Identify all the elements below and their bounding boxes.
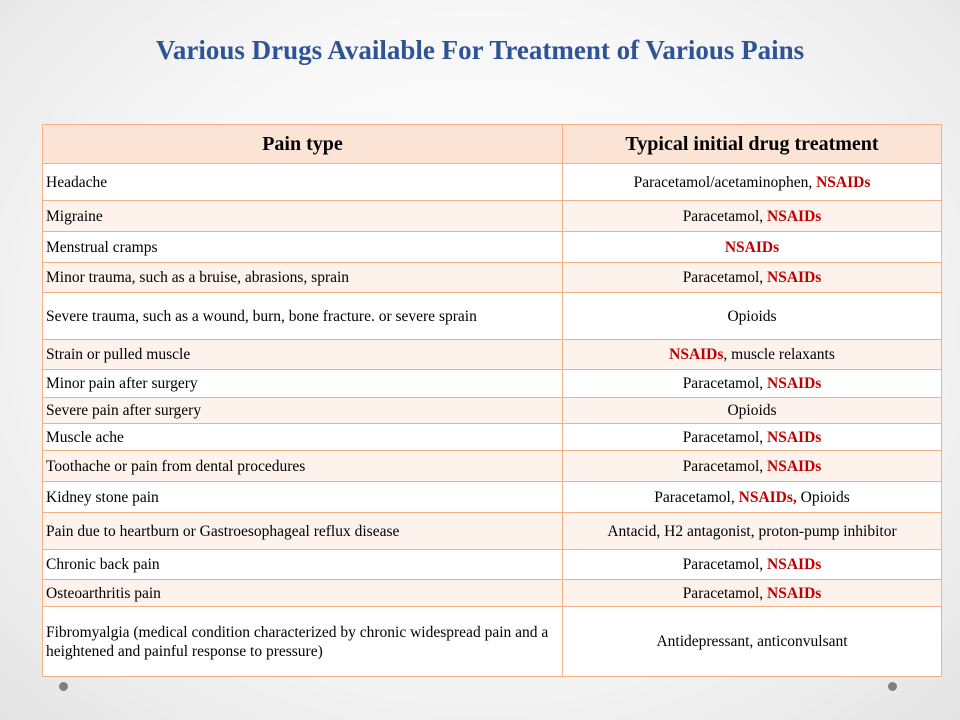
- highlighted-drug-text: NSAIDs: [767, 428, 822, 446]
- drug-treatment-cell: Paracetamol, NSAIDs: [562, 200, 942, 232]
- header-drug-treatment: Typical initial drug treatment: [562, 124, 942, 164]
- table-row: Headache Paracetamol/acetaminophen, NSAID…: [42, 163, 942, 201]
- drug-treatment-cell: Paracetamol, NSAIDs: [562, 579, 942, 607]
- table-row: Pain due to heartburn or Gastroesophagea…: [42, 512, 942, 550]
- drug-treatment-cell: Paracetamol, NSAIDs: [562, 450, 942, 482]
- drug-text: Opioids: [727, 307, 777, 325]
- pain-type-cell: Menstrual cramps: [42, 231, 563, 263]
- drug-text: Paracetamol/acetaminophen,: [633, 173, 817, 191]
- drug-text: , muscle relaxants: [723, 346, 835, 363]
- drug-table: Pain type Typical initial drug treatment…: [42, 124, 942, 677]
- drug-treatment-cell: Paracetamol, NSAIDs: [562, 423, 942, 451]
- highlighted-drug-text: NSAIDs: [669, 346, 724, 363]
- table-row: Severe pain after surgery Opioids: [42, 397, 942, 424]
- table-row: Kidney stone pain Paracetamol, NSAIDs, Op…: [42, 481, 942, 513]
- drug-treatment-cell: Paracetamol, NSAIDs: [562, 262, 942, 293]
- drug-text: Paracetamol,: [682, 269, 768, 286]
- pain-type-cell: Strain or pulled muscle: [42, 339, 563, 370]
- table-row: Fibromyalgia (medical condition characte…: [42, 606, 942, 677]
- table-row: Migraine Paracetamol, NSAIDs: [42, 200, 942, 232]
- pain-type-cell: Pain due to heartburn or Gastroesophagea…: [42, 512, 563, 550]
- table-row: Toothache or pain from dental procedures…: [42, 450, 942, 482]
- drug-text: Paracetamol,: [682, 375, 768, 392]
- drug-treatment-cell: Paracetamol, NSAIDs: [562, 549, 942, 580]
- pain-type-cell: Headache: [42, 163, 563, 201]
- slide-bullet-dot-right: [888, 682, 897, 691]
- table-body: Headache Paracetamol/acetaminophen, NSAID…: [42, 163, 942, 677]
- pain-type-cell: Osteoarthritis pain: [42, 579, 563, 607]
- drug-treatment-cell: NSAIDs, muscle relaxants: [562, 339, 942, 370]
- drug-text: Paracetamol,: [682, 207, 768, 225]
- drug-treatment-cell: Paracetamol, NSAIDs: [562, 369, 942, 398]
- pain-type-cell: Minor trauma, such as a bruise, abrasion…: [42, 262, 563, 293]
- table-row: Strain or pulled muscle NSAIDs, muscle re…: [42, 339, 942, 370]
- drug-text: Paracetamol,: [682, 584, 768, 602]
- drug-text: Paracetamol,: [682, 457, 768, 475]
- drug-treatment-cell: Opioids: [562, 397, 942, 424]
- drug-text: Antacid, H2 antagonist, proton-pump inhi…: [607, 522, 897, 540]
- drug-text: Opioids: [796, 488, 850, 506]
- pain-type-cell: Severe pain after surgery: [42, 397, 563, 424]
- table-row: Menstrual cramps NSAIDs: [42, 231, 942, 263]
- slide-title: Various Drugs Available For Treatment of…: [155, 35, 805, 65]
- pain-type-cell: Kidney stone pain: [42, 481, 563, 513]
- drug-text: Paracetamol,: [682, 556, 768, 573]
- drug-treatment-cell: NSAIDs: [562, 231, 942, 263]
- highlighted-drug-text: NSAIDs: [767, 269, 822, 286]
- drug-table-container: Pain type Typical initial drug treatment…: [42, 124, 942, 677]
- highlighted-drug-text: NSAIDs: [767, 207, 822, 225]
- drug-treatment-cell: Opioids: [562, 292, 942, 340]
- pain-type-cell: Severe trauma, such as a wound, burn, bo…: [42, 292, 563, 340]
- drug-text: Paracetamol,: [654, 488, 739, 506]
- highlighted-drug-text: NSAIDs: [767, 375, 822, 392]
- table-row: Osteoarthritis pain Paracetamol, NSAIDs: [42, 579, 942, 607]
- highlighted-drug-text: NSAIDs,: [738, 488, 797, 506]
- drug-text: Paracetamol,: [682, 428, 768, 446]
- highlighted-drug-text: NSAIDs: [724, 238, 780, 256]
- table-row: Severe trauma, such as a wound, burn, bo…: [42, 292, 942, 340]
- pain-type-cell: Toothache or pain from dental procedures: [42, 450, 563, 482]
- drug-treatment-cell: Paracetamol/acetaminophen, NSAIDs: [562, 163, 942, 201]
- slide-bullet-dot-left: [59, 682, 68, 691]
- pain-type-cell: Minor pain after surgery: [42, 369, 563, 398]
- drug-treatment-cell: Antidepressant, anticonvulsant: [562, 606, 942, 677]
- table-row: Minor trauma, such as a bruise, abrasion…: [42, 262, 942, 293]
- table-row: Minor pain after surgery Paracetamol, NSA…: [42, 369, 942, 398]
- table-header-row: Pain type Typical initial drug treatment: [42, 124, 942, 164]
- highlighted-drug-text: NSAIDs: [767, 556, 822, 573]
- drug-text: Opioids: [727, 402, 777, 419]
- highlighted-drug-text: NSAIDs: [767, 457, 822, 475]
- pain-type-cell: Migraine: [42, 200, 563, 232]
- drug-treatment-cell: Antacid, H2 antagonist, proton-pump inhi…: [562, 512, 942, 550]
- drug-treatment-cell: Paracetamol, NSAIDs, Opioids: [562, 481, 942, 513]
- pain-type-cell: Muscle ache: [42, 423, 563, 451]
- header-pain-type: Pain type: [42, 124, 563, 164]
- pain-type-cell: Fibromyalgia (medical condition characte…: [42, 606, 563, 677]
- highlighted-drug-text: NSAIDs: [767, 584, 822, 602]
- drug-text: Antidepressant, anticonvulsant: [656, 633, 848, 650]
- table-row: Muscle ache Paracetamol, NSAIDs: [42, 423, 942, 451]
- highlighted-drug-text: NSAIDs: [816, 173, 871, 191]
- table-row: Chronic back pain Paracetamol, NSAIDs: [42, 549, 942, 580]
- pain-type-cell: Chronic back pain: [42, 549, 563, 580]
